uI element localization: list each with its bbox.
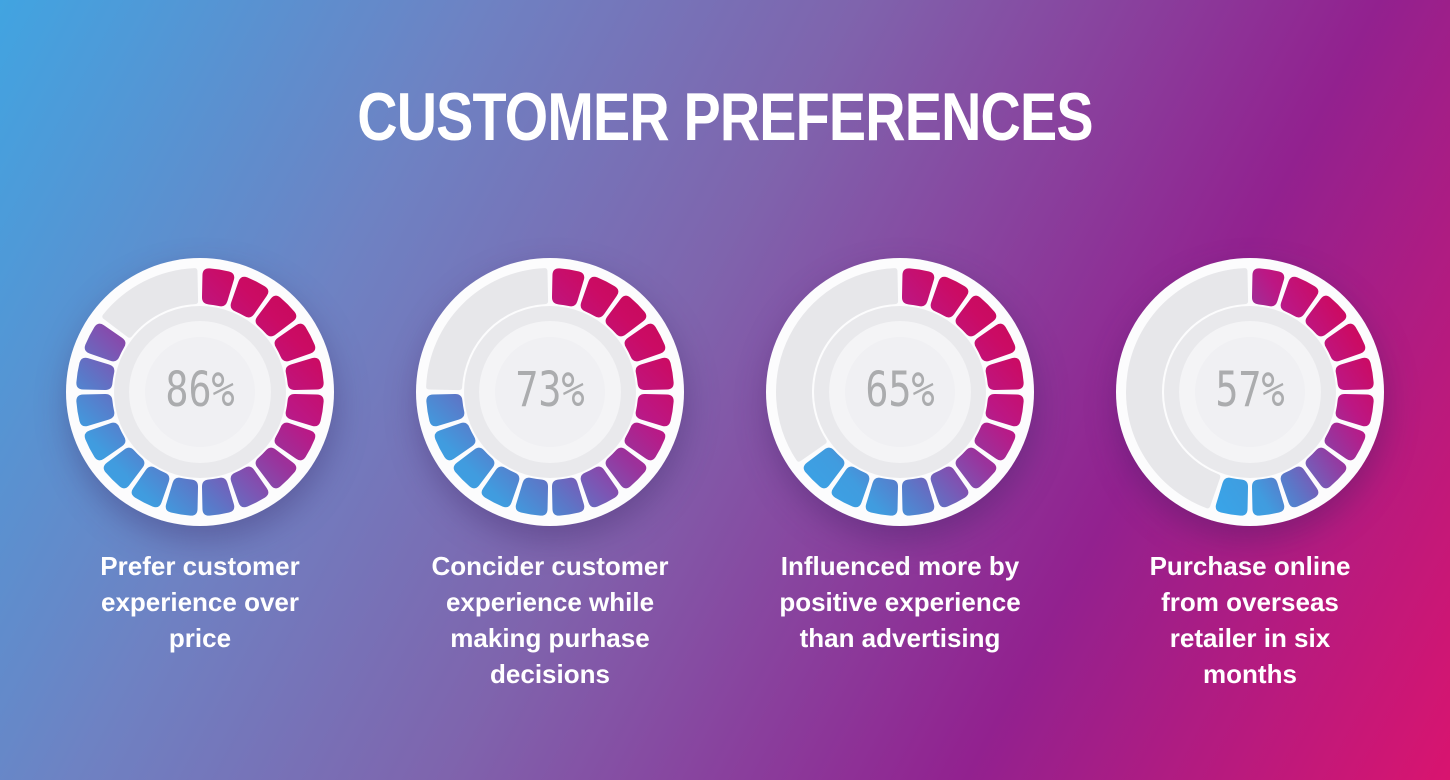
gauge-card: 73% Concider customer experience while m… bbox=[375, 252, 725, 692]
gauge-svg bbox=[1116, 258, 1384, 526]
gauge-card: 65% Influenced more by positive experien… bbox=[725, 252, 1075, 656]
gauge-caption: Prefer customer experience over price bbox=[100, 551, 300, 653]
gauge-track bbox=[426, 268, 549, 391]
gauge-dial-wrap: 73% bbox=[410, 252, 690, 532]
gauge-caption: Influenced more by positive experience t… bbox=[779, 551, 1021, 653]
gauge-track bbox=[776, 268, 899, 462]
gauge-dial-wrap: 65% bbox=[760, 252, 1040, 532]
gauge-svg bbox=[416, 258, 684, 526]
gauge-svg bbox=[766, 258, 1034, 526]
gauge-filled-segments bbox=[803, 268, 1024, 516]
gauge-value: 57% bbox=[1215, 361, 1285, 418]
gauge-svg bbox=[66, 258, 334, 526]
donut-gauge bbox=[60, 252, 340, 532]
gauge-value: 73% bbox=[515, 361, 585, 418]
gauge-center-disc bbox=[845, 337, 955, 447]
gauge-caption: Purchase online from overseas retailer i… bbox=[1149, 551, 1351, 689]
gauges-row: 86% Prefer customer experience over pric… bbox=[0, 252, 1450, 692]
donut-gauge bbox=[410, 252, 690, 532]
gauge-track bbox=[1126, 268, 1249, 509]
gauge-dial-wrap: 57% bbox=[1110, 252, 1390, 532]
gauge-card: 86% Prefer customer experience over pric… bbox=[25, 252, 375, 656]
gauge-center-disc bbox=[495, 337, 605, 447]
gauge-value: 65% bbox=[865, 361, 935, 418]
gauge-value: 86% bbox=[165, 361, 235, 418]
gauge-track bbox=[102, 268, 199, 338]
gauge-caption: Concider customer experience while makin… bbox=[431, 551, 669, 689]
donut-gauge bbox=[760, 252, 1040, 532]
gauge-center-disc bbox=[1195, 337, 1305, 447]
gauge-dial-wrap: 86% bbox=[60, 252, 340, 532]
gauge-filled-segments bbox=[1215, 268, 1374, 516]
gauge-center-disc bbox=[145, 337, 255, 447]
page-title: CUSTOMER PREFERENCES bbox=[357, 79, 1093, 155]
gauge-card: 57% Purchase online from overseas retail… bbox=[1075, 252, 1425, 692]
donut-gauge bbox=[1110, 252, 1390, 532]
